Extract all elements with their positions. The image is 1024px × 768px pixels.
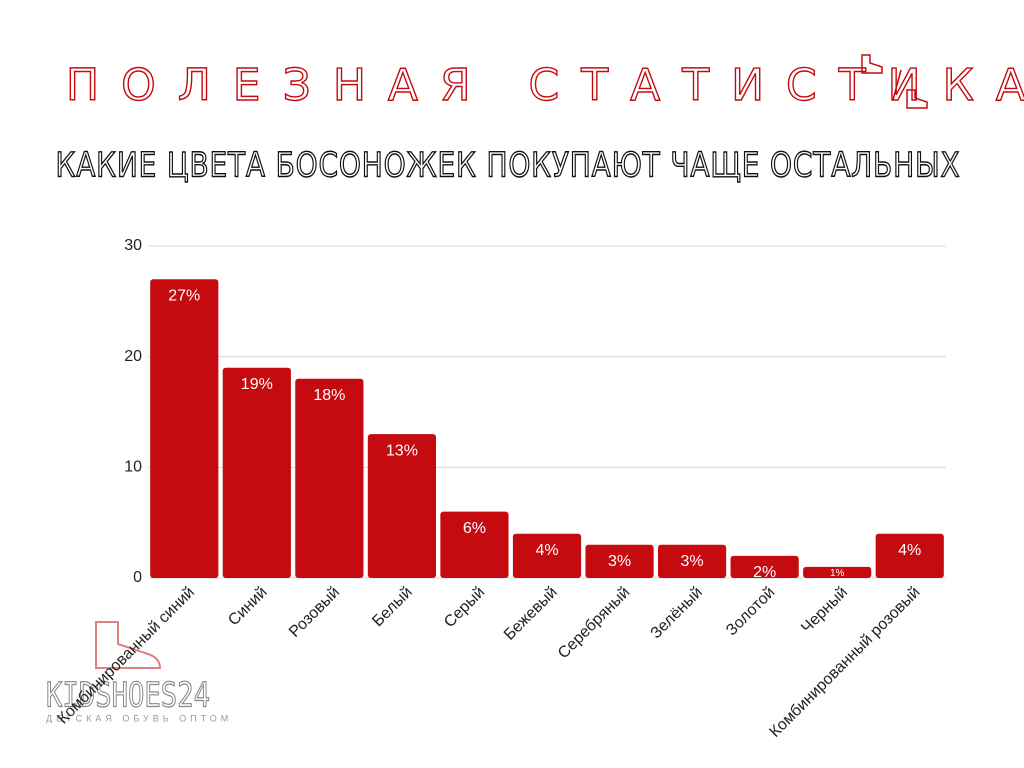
- logo-icon: [95, 621, 162, 669]
- x-tick-label: Комбинированный розовый: [766, 584, 923, 741]
- value-label: 13%: [386, 442, 418, 459]
- logo-tagline: ДЕТСКАЯ ОБУВЬ ОПТОМ: [46, 713, 232, 723]
- bar: [512, 533, 582, 578]
- value-label: 4%: [898, 542, 921, 559]
- bar: [222, 367, 291, 578]
- x-tick-label: Белый: [369, 584, 415, 630]
- bar: [295, 378, 364, 578]
- value-label: 27%: [168, 287, 200, 304]
- y-tick-label: 30: [124, 237, 142, 254]
- value-label: 19%: [241, 376, 273, 393]
- logo-name: KIDSHOES24: [46, 676, 210, 716]
- x-tick-label: Серый: [441, 584, 488, 631]
- bar: [150, 279, 219, 578]
- x-tick-label: Зелёный: [648, 584, 706, 642]
- bar: [367, 434, 437, 578]
- boot-icon: [861, 54, 928, 109]
- value-label: 1%: [830, 568, 845, 579]
- bar: [730, 555, 799, 578]
- x-tick-label: Серебряный: [555, 584, 633, 662]
- x-tick-label: Бежевый: [501, 584, 561, 644]
- x-tick-label: Черный: [798, 584, 851, 637]
- bar: [875, 533, 944, 578]
- bar: [585, 544, 654, 578]
- bar: [440, 511, 509, 578]
- bar: [657, 544, 727, 578]
- x-tick-label: Розовый: [286, 584, 343, 641]
- value-label: 18%: [313, 387, 345, 404]
- y-tick-label: 0: [133, 569, 142, 586]
- chart-title: ПОЛЕЗНАЯ СТАТИСТИКА: [66, 60, 1024, 111]
- x-tick-label: Золотой: [723, 584, 778, 639]
- value-label: 6%: [463, 520, 486, 537]
- value-label: 4%: [535, 542, 558, 559]
- y-tick-label: 10: [124, 459, 142, 476]
- y-tick-label: 20: [124, 348, 142, 365]
- value-label: 3%: [681, 553, 704, 570]
- chart-subtitle: КАКИЕ ЦВЕТА БОСОНОЖЕК ПОКУПАЮТ ЧАЩЕ ОСТА…: [56, 146, 961, 186]
- x-tick-label: Синий: [225, 584, 270, 629]
- value-label: 2%: [753, 564, 776, 581]
- bar: [803, 566, 872, 578]
- value-label: 3%: [608, 553, 631, 570]
